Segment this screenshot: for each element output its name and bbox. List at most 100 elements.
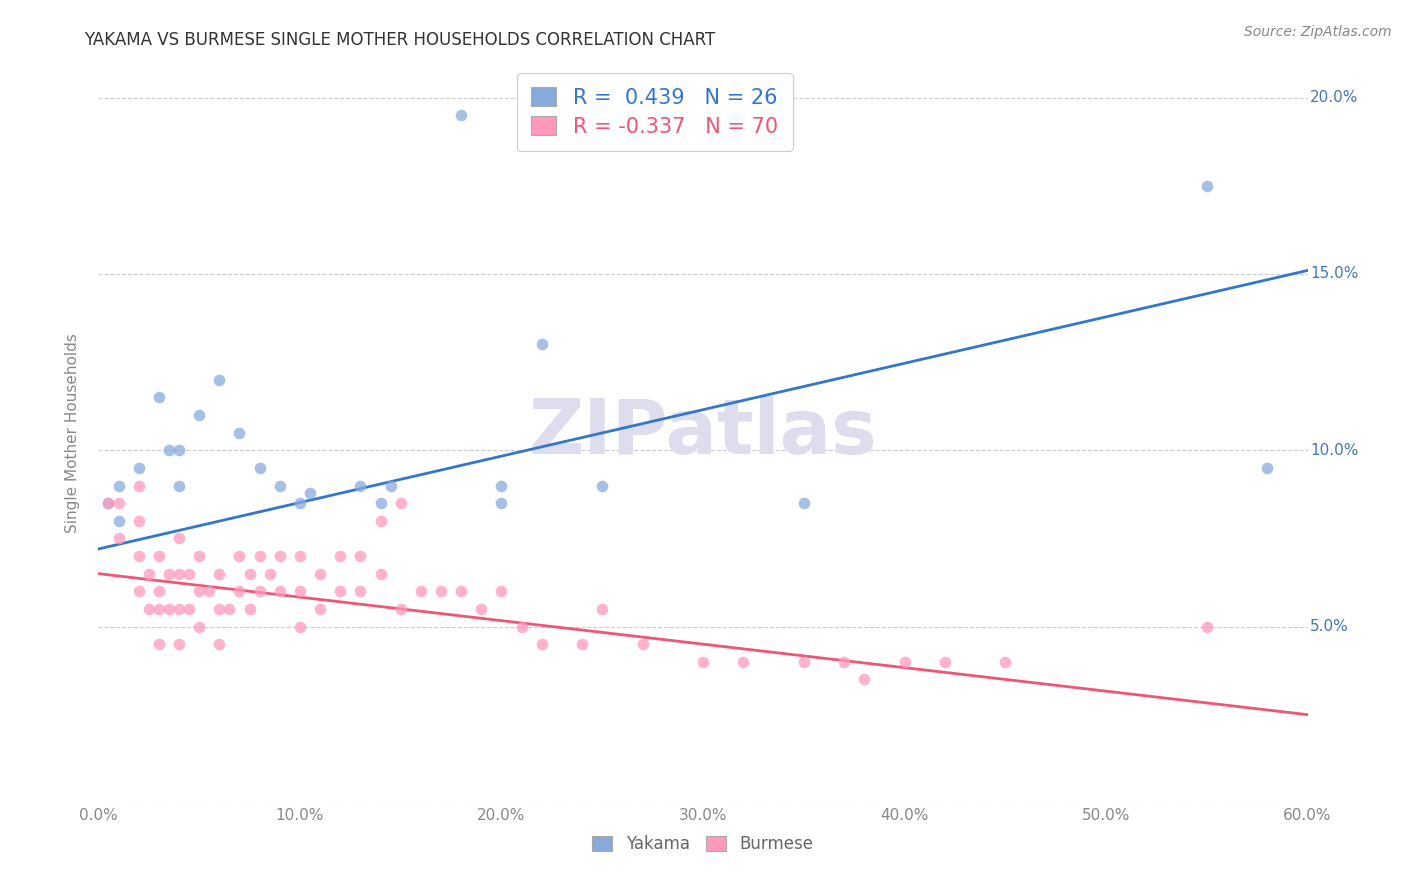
Point (370, 496, 392, 510)
Point (148, 390, 170, 404)
Point (249, 584, 271, 599)
Point (430, 584, 453, 599)
Point (571, 637, 593, 651)
Point (138, 602, 160, 616)
Point (239, 602, 262, 616)
Point (167, 443, 190, 458)
Text: ZIPatlas: ZIPatlas (529, 396, 877, 469)
Point (269, 549, 291, 563)
Point (228, 549, 250, 563)
Point (450, 108, 472, 122)
Point (349, 478, 371, 492)
Point (188, 584, 211, 599)
Point (530, 337, 553, 351)
Point (530, 637, 553, 651)
Y-axis label: Single Mother Households: Single Mother Households (65, 333, 80, 533)
Text: 10.0%: 10.0% (1310, 442, 1358, 458)
Point (97, 496, 120, 510)
Point (218, 602, 240, 616)
Point (269, 584, 291, 599)
Point (491, 584, 513, 599)
Point (470, 602, 492, 616)
Point (167, 566, 190, 581)
Point (409, 584, 432, 599)
Point (148, 584, 170, 599)
Point (148, 602, 170, 616)
Point (179, 566, 201, 581)
Point (934, 655, 956, 669)
Point (510, 619, 533, 633)
Point (107, 532, 129, 546)
Point (138, 566, 160, 581)
Point (208, 566, 231, 581)
Text: 15.0%: 15.0% (1310, 267, 1358, 282)
Point (249, 461, 271, 475)
Point (107, 478, 129, 492)
Point (128, 584, 150, 599)
Point (309, 602, 332, 616)
Point (288, 619, 311, 633)
Point (349, 549, 371, 563)
Point (370, 566, 392, 581)
Point (157, 443, 180, 458)
Text: 20.0%: 20.0% (1310, 90, 1358, 105)
Point (148, 549, 170, 563)
Point (167, 637, 190, 651)
Point (288, 496, 311, 510)
Point (208, 602, 231, 616)
Point (450, 584, 472, 599)
Point (491, 496, 513, 510)
Point (299, 485, 322, 500)
Point (1195, 619, 1218, 633)
Text: YAKAMA VS BURMESE SINGLE MOTHER HOUSEHOLDS CORRELATION CHART: YAKAMA VS BURMESE SINGLE MOTHER HOUSEHOL… (84, 31, 716, 49)
Point (188, 619, 211, 633)
Point (491, 478, 513, 492)
Point (853, 673, 876, 687)
Point (389, 496, 412, 510)
Point (179, 602, 201, 616)
Point (128, 514, 150, 528)
Point (793, 655, 815, 669)
Point (893, 655, 915, 669)
Point (167, 478, 190, 492)
Point (631, 637, 654, 651)
Point (107, 496, 129, 510)
Point (188, 408, 211, 422)
Point (198, 584, 221, 599)
Point (228, 584, 250, 599)
Point (249, 549, 271, 563)
Point (793, 496, 815, 510)
Point (1256, 461, 1278, 475)
Point (591, 478, 613, 492)
Point (128, 549, 150, 563)
Point (733, 655, 755, 669)
Point (329, 549, 352, 563)
Point (128, 461, 150, 475)
Point (107, 514, 129, 528)
Text: Source: ZipAtlas.com: Source: ZipAtlas.com (1244, 25, 1392, 39)
Point (128, 478, 150, 492)
Point (167, 602, 190, 616)
Point (97, 496, 120, 510)
Point (157, 566, 180, 581)
Point (208, 637, 231, 651)
Point (349, 584, 371, 599)
Legend: Yakama, Burmese: Yakama, Burmese (583, 826, 823, 861)
Point (389, 602, 412, 616)
Point (591, 602, 613, 616)
Point (188, 549, 211, 563)
Point (370, 514, 392, 528)
Point (148, 637, 170, 651)
Point (994, 655, 1017, 669)
Point (288, 584, 311, 599)
Point (692, 655, 714, 669)
Point (329, 584, 352, 599)
Point (309, 566, 332, 581)
Point (380, 478, 402, 492)
Point (167, 532, 190, 546)
Point (228, 425, 250, 440)
Point (239, 566, 262, 581)
Point (288, 549, 311, 563)
Point (832, 655, 855, 669)
Text: 5.0%: 5.0% (1310, 619, 1348, 634)
